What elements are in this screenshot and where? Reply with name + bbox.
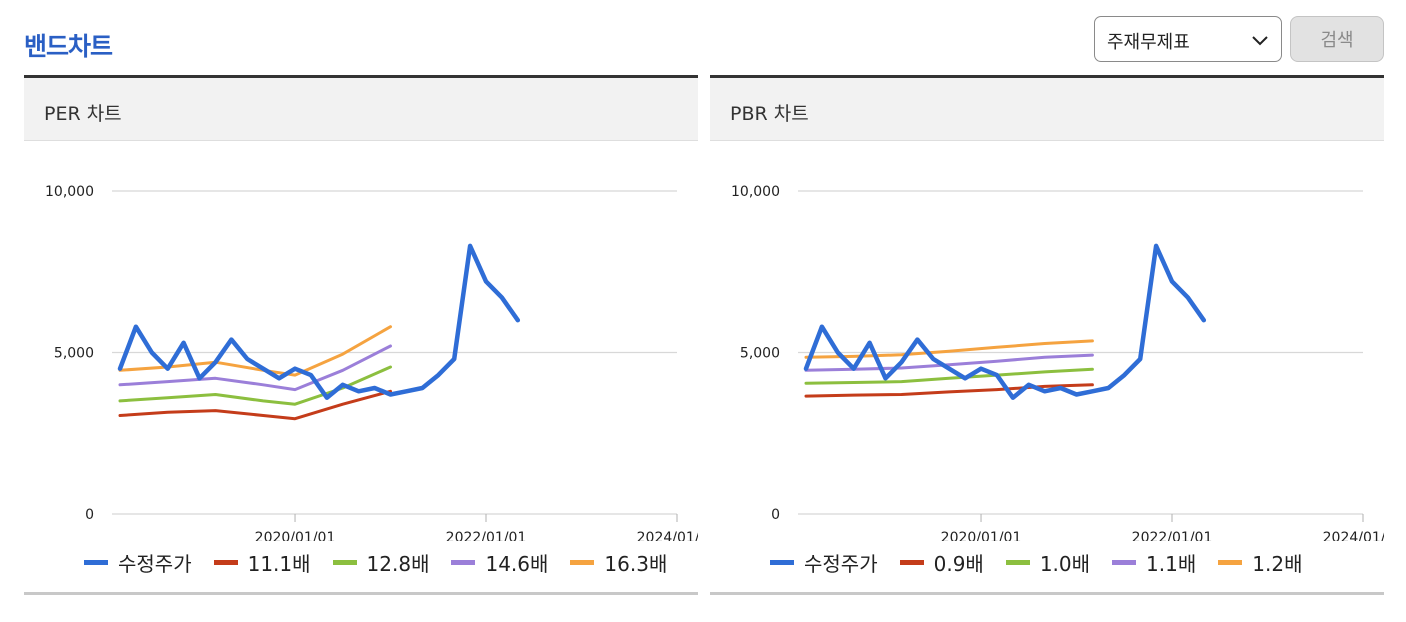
legend-swatch: [332, 559, 357, 565]
page-title: 밴드차트: [24, 32, 113, 61]
series-line-수정주가: [803, 243, 1207, 400]
legend-label: 1.0배: [1039, 551, 1091, 576]
per-chart-legend: 수정주가 11.1배 12.8배 14.6배 16.3배: [84, 547, 689, 577]
legend-item[interactable]: 11.1배: [213, 548, 311, 577]
series-line-1.0배: [804, 367, 1094, 385]
legend-item[interactable]: 1.2배: [1218, 548, 1302, 577]
pbr-chart: 0 5,000 10,000 2020/01/01 2022/01/01 2024/01/…: [731, 184, 1384, 541]
legend-swatch: [770, 559, 794, 565]
legend-label: 12.8배: [366, 551, 430, 576]
panel-bottom-border: [710, 592, 1384, 595]
legend-item[interactable]: 0.9배: [899, 548, 984, 577]
y-tick-label: 0: [771, 507, 780, 523]
pbr-chart-header: PBR 차트: [710, 75, 1384, 141]
x-tick-label: 2020/01/01: [255, 530, 336, 541]
x-tick-label: 2020/01/01: [941, 530, 1022, 541]
y-tick-label: 0: [85, 507, 94, 523]
legend-label: 0.9배: [933, 551, 984, 576]
chevron-down-icon: [1251, 32, 1269, 51]
series-line-14.6배: [118, 344, 392, 392]
x-tick-label: 2024/01/01: [637, 530, 698, 541]
legend-swatch: [84, 559, 108, 565]
legend-item[interactable]: 1.1배: [1112, 548, 1196, 577]
legend-item[interactable]: 14.6배: [451, 548, 548, 577]
pbr-chart-title: PBR 차트: [730, 103, 809, 125]
legend-swatch: [570, 559, 595, 565]
legend-label: 1.1배: [1146, 551, 1197, 576]
legend-swatch: [1112, 559, 1137, 565]
y-tick-label: 5,000: [54, 346, 94, 362]
legend-label: 16.3배: [604, 551, 668, 576]
legend-label: 수정주가: [804, 551, 878, 576]
legend-swatch: [899, 559, 924, 565]
legend-item[interactable]: 수정주가: [770, 548, 878, 577]
y-tick-label: 5,000: [740, 346, 780, 362]
legend-swatch: [1218, 559, 1243, 565]
series-line-1.2배: [804, 339, 1094, 359]
y-tick-label: 10,000: [45, 184, 94, 200]
legend-label: 수정주가: [118, 551, 192, 576]
legend-item[interactable]: 16.3배: [570, 548, 667, 577]
legend-swatch: [451, 559, 476, 565]
legend-item[interactable]: 12.8배: [332, 548, 430, 577]
series-line-0.9배: [804, 383, 1094, 398]
panel-bottom-border: [24, 592, 698, 595]
per-chart: 0 5,000 10,000 2020/01/01 2022/01/01 2024/01/…: [45, 184, 698, 541]
series-line-수정주가: [117, 243, 521, 400]
legend-item[interactable]: 1.0배: [1005, 548, 1091, 577]
series-line-12.8배: [118, 365, 392, 406]
legend-item[interactable]: 수정주가: [84, 548, 192, 577]
pbr-chart-panel: PBR 차트 0 5,000 10,000 2020/01/01 2022/01/01 2…: [710, 75, 1384, 597]
legend-label: 14.6배: [485, 551, 549, 576]
per-chart-title: PER 차트: [44, 103, 122, 125]
legend-swatch: [213, 559, 238, 565]
legend-label: 1.2배: [1252, 551, 1303, 576]
per-chart-header: PER 차트: [24, 75, 698, 141]
statement-type-select-value: 주재무제표: [1107, 32, 1190, 53]
x-tick-label: 2022/01/01: [446, 530, 527, 541]
statement-type-select[interactable]: 주재무제표: [1094, 16, 1282, 62]
per-chart-panel: PER 차트 0 5,000 10,000 2020/01/01 2022/01/01 2…: [24, 75, 698, 597]
search-button[interactable]: 검색: [1290, 16, 1384, 62]
x-tick-label: 2022/01/01: [1132, 530, 1213, 541]
series-line-11.1배: [118, 389, 392, 421]
y-tick-label: 10,000: [731, 184, 780, 200]
legend-swatch: [1005, 559, 1030, 565]
x-tick-label: 2024/01/01: [1323, 530, 1384, 541]
legend-label: 11.1배: [247, 551, 311, 576]
pbr-chart-legend: 수정주가 0.9배 1.0배 1.1배 1.2배: [770, 547, 1324, 577]
